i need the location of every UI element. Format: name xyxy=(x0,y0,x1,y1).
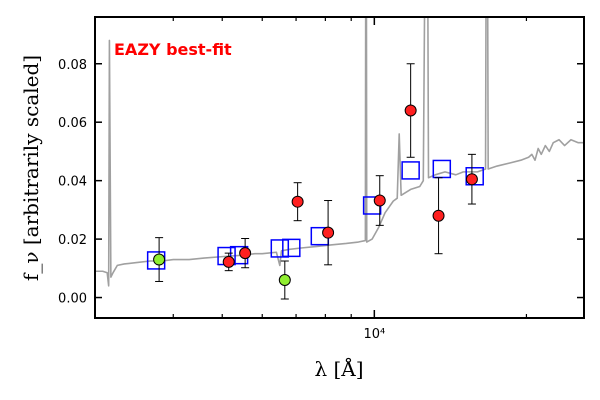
y-axis-label: f_ν [arbitrarily scaled] xyxy=(19,55,43,281)
observed-point xyxy=(373,194,386,207)
plot-frame xyxy=(94,16,585,319)
y-tick-label: 0.00 xyxy=(58,292,87,307)
observed-point xyxy=(291,195,304,208)
model-photometry-square xyxy=(401,161,420,180)
observed-point-other xyxy=(278,274,291,287)
axes-ticks: 0.00 0.02 0.04 0.06 0.08 10⁴ xyxy=(58,17,584,342)
observed-point xyxy=(222,255,235,268)
y-tick-label: 0.08 xyxy=(58,58,87,73)
model-photometry-square xyxy=(270,239,290,258)
observed-point xyxy=(322,226,335,239)
x-tick-label: 10⁴ xyxy=(363,327,385,342)
observed-point xyxy=(239,247,252,260)
plot-content xyxy=(95,17,584,300)
x-axis-label: λ [Å] xyxy=(314,356,363,381)
y-tick-label: 0.02 xyxy=(58,233,87,248)
observed-point xyxy=(404,104,417,117)
model-annotation: EAZY best-fit xyxy=(114,40,232,59)
y-tick-label: 0.06 xyxy=(58,116,87,131)
observed-point xyxy=(465,173,478,186)
observed-point xyxy=(432,209,445,222)
observed-point-other xyxy=(153,253,166,266)
y-tick-label: 0.04 xyxy=(58,175,87,190)
model-photometry-square xyxy=(282,238,301,258)
model-photometry-square xyxy=(465,167,484,186)
